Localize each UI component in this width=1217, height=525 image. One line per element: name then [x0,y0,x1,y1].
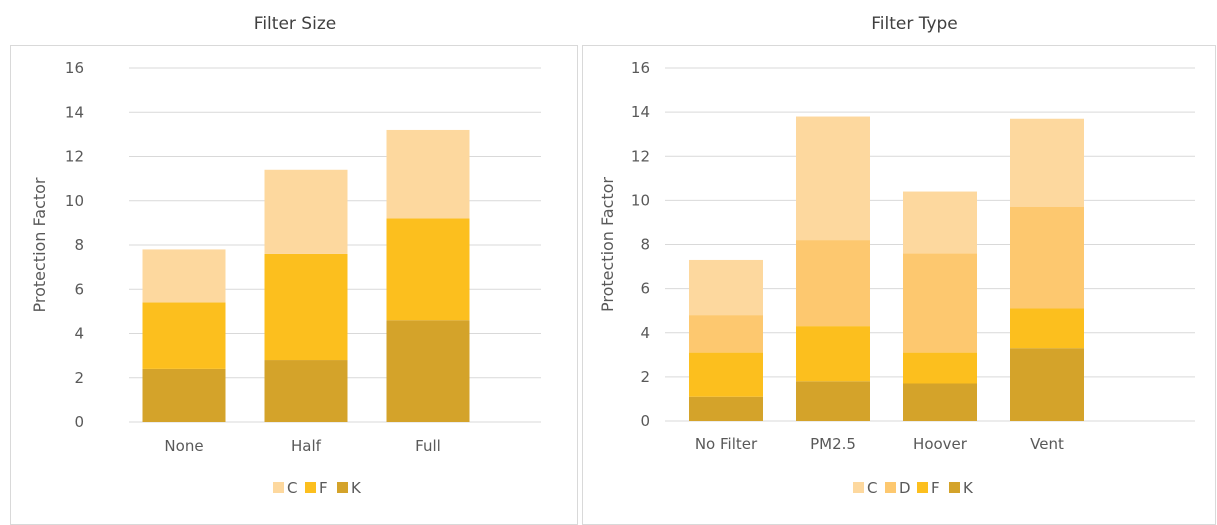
bar-F-vent [1010,308,1084,349]
y-tick-label: 2 [640,368,650,386]
bar-D-pm2-5 [796,240,870,327]
bar-C-pm2-5 [796,116,870,241]
bar-K-no-filter [689,396,763,421]
legend-label-D: D [899,479,911,497]
legend-swatch-F [305,482,316,493]
bar-F-none [142,302,226,369]
bar-C-none [142,249,226,303]
y-tick-label: 4 [74,325,84,343]
legend-swatch-D [885,482,896,493]
y-tick-label: 10 [631,191,650,209]
x-category-label: No Filter [695,435,758,453]
x-category-label: Half [291,437,322,455]
x-category-label: PM2.5 [810,435,856,453]
bar-D-no-filter [689,315,763,353]
bar-C-hoover [903,191,977,254]
y-tick-label: 12 [65,148,84,166]
bar-K-half [264,360,348,422]
y-tick-label: 12 [631,147,650,165]
y-tick-label: 14 [631,103,650,121]
bar-C-full [386,129,470,219]
x-category-label: Hoover [913,435,968,453]
x-category-label: Full [415,437,441,455]
bar-C-vent [1010,118,1084,207]
bar-F-hoover [903,352,977,384]
x-category-label: None [164,437,203,455]
chart-title-filter-size: Filter Size [253,14,337,34]
bar-F-no-filter [689,352,763,397]
chart-filter-type: 0 2 4 6 8 10 12 14 16 Protection Factor No Filter P… [582,45,1216,525]
legend-swatch-F [917,482,928,493]
legend-swatch-K [949,482,960,493]
y-tick-label: 6 [640,280,650,298]
legend-swatch-C [853,482,864,493]
y-axis-title: Protection Factor [598,177,617,312]
chart-title-filter-type: Filter Type [871,14,958,34]
y-tick-label: 2 [74,369,84,387]
legend-label-F: F [319,479,328,497]
x-category-label: Vent [1030,435,1064,453]
y-tick-label: 14 [65,103,84,121]
bar-K-hoover [903,383,977,421]
bar-F-full [386,218,470,321]
y-tick-label: 4 [640,324,650,342]
legend-label-K: K [963,479,974,497]
y-tick-label: 0 [640,412,650,430]
legend-label-F: F [931,479,940,497]
bar-K-vent [1010,348,1084,421]
y-axis-title: Protection Factor [30,177,49,312]
chart-svg: 0 2 4 6 8 10 12 14 16 Protection Factor None Half Fu… [30,59,541,497]
y-tick-label: 8 [74,236,84,254]
y-tick-label: 6 [74,280,84,298]
y-tick-label: 10 [65,192,84,210]
bar-K-pm2-5 [796,381,870,421]
bar-C-no-filter [689,259,763,316]
legend-label-K: K [351,479,362,497]
bar-D-vent [1010,206,1084,309]
y-tick-label: 16 [631,59,650,77]
bar-K-full [386,320,470,422]
bar-K-none [142,368,226,422]
bar-F-pm2-5 [796,326,870,382]
chart-filter-size: 0 2 4 6 8 10 12 14 16 Protection Factor None Half Fu… [10,45,578,525]
legend-label-C: C [287,479,297,497]
bar-F-half [264,253,348,361]
y-tick-label: 0 [74,413,84,431]
legend-swatch-K [337,482,348,493]
y-tick-label: 16 [65,59,84,77]
bar-C-half [264,169,348,254]
bar-D-hoover [903,253,977,353]
legend-swatch-C [273,482,284,493]
chart-svg: 0 2 4 6 8 10 12 14 16 Protection Factor No Filter P… [598,59,1195,497]
y-tick-label: 8 [640,236,650,254]
legend-label-C: C [867,479,877,497]
